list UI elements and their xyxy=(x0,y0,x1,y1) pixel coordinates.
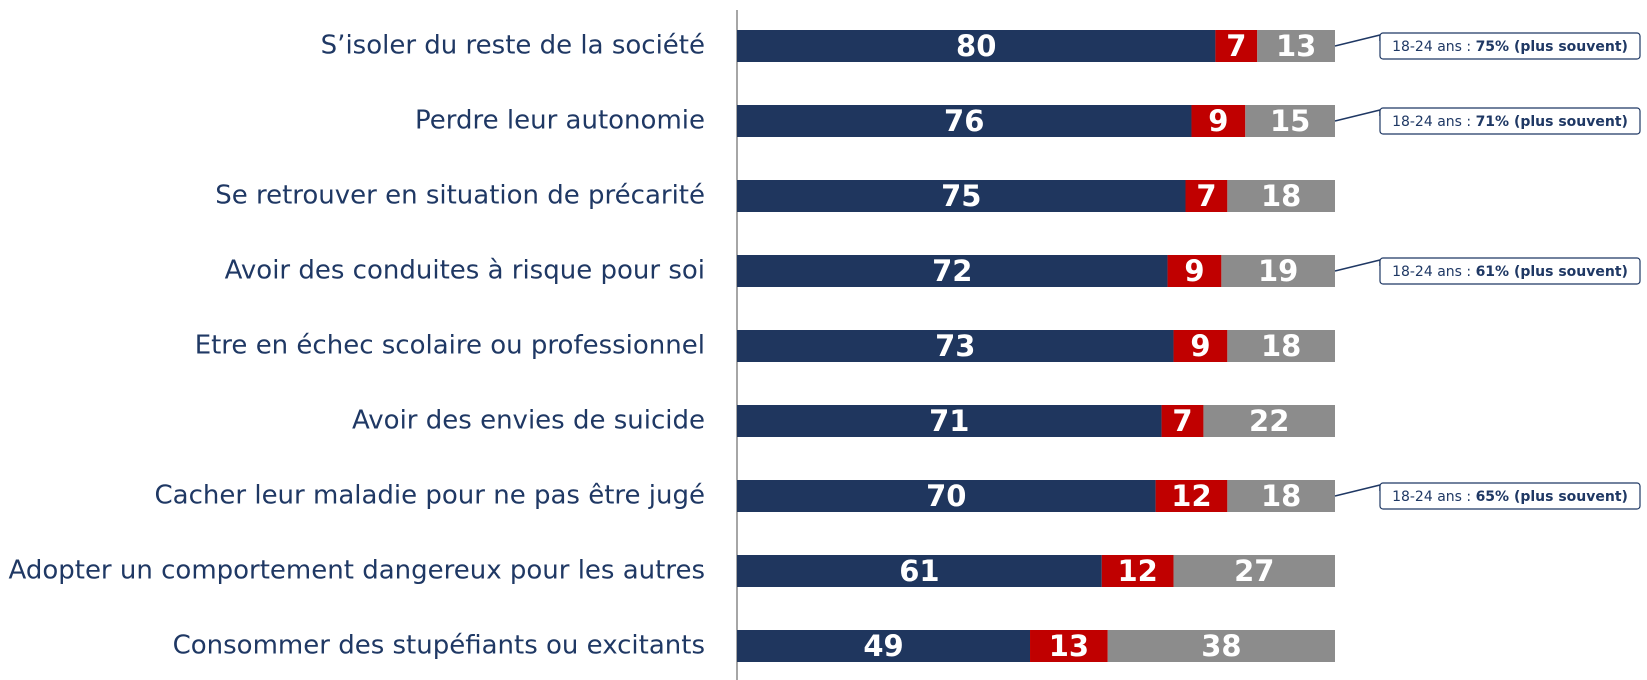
data-label: 22 xyxy=(1249,404,1289,438)
bar-segment xyxy=(1191,105,1246,137)
data-label: 18 xyxy=(1261,179,1301,213)
bar-segment xyxy=(737,180,1186,212)
data-label: 75 xyxy=(941,179,981,213)
bar-segment xyxy=(737,30,1216,62)
callout-prefix: 18-24 ans : xyxy=(1392,489,1476,505)
bar-segment xyxy=(737,255,1168,287)
bar-segment xyxy=(737,330,1174,362)
category-label: Cacher leur maladie pour ne pas être jug… xyxy=(155,481,705,511)
data-label: 7 xyxy=(1226,29,1246,63)
data-label: 61 xyxy=(899,554,939,588)
bar-segment xyxy=(1245,105,1335,137)
callout-pointer xyxy=(1334,484,1381,497)
bar-segment xyxy=(1185,180,1228,212)
bar-segment xyxy=(1257,30,1335,62)
bar-segment xyxy=(1030,630,1108,662)
bar-segment xyxy=(737,105,1192,137)
bar-segment xyxy=(1227,480,1335,512)
callout-text: 18-24 ans : 65% (plus souvent) xyxy=(1392,489,1628,505)
category-label: Adopter un comportement dangereux pour l… xyxy=(9,556,706,586)
data-label: 71 xyxy=(929,404,969,438)
data-label: 7 xyxy=(1172,404,1192,438)
callout-pointer xyxy=(1334,34,1381,47)
category-label: Consommer des stupéfiants ou excitants xyxy=(173,631,705,661)
data-label: 72 xyxy=(932,254,972,288)
data-label: 49 xyxy=(863,629,903,663)
data-label: 7 xyxy=(1196,179,1216,213)
bar-segment xyxy=(1167,255,1222,287)
callout-prefix: 18-24 ans : xyxy=(1392,114,1476,130)
bar-segment xyxy=(1107,630,1335,662)
callout-prefix: 18-24 ans : xyxy=(1392,264,1476,280)
callout-emphasis: 75% (plus souvent) xyxy=(1476,39,1628,55)
category-label: Etre en échec scolaire ou professionnel xyxy=(195,331,705,361)
bar-segment xyxy=(1155,480,1228,512)
data-label: 12 xyxy=(1171,479,1211,513)
callout-text: 18-24 ans : 71% (plus souvent) xyxy=(1392,114,1628,130)
data-label: 12 xyxy=(1117,554,1157,588)
bar-segment xyxy=(737,630,1031,662)
data-label: 80 xyxy=(956,29,996,63)
bar-segment xyxy=(737,555,1102,587)
data-label: 15 xyxy=(1270,104,1310,138)
bar-segment xyxy=(737,405,1162,437)
callout-text: 18-24 ans : 75% (plus souvent) xyxy=(1392,39,1628,55)
bar-segment xyxy=(1227,180,1335,212)
data-label: 18 xyxy=(1261,329,1301,363)
callout-emphasis: 71% (plus souvent) xyxy=(1476,114,1628,130)
data-label: 13 xyxy=(1276,29,1316,63)
data-label: 19 xyxy=(1258,254,1298,288)
bar-segment xyxy=(1227,330,1335,362)
callout-box xyxy=(1379,107,1641,135)
callout-pointer xyxy=(1334,109,1381,122)
data-label: 73 xyxy=(935,329,975,363)
bar-segment xyxy=(1161,405,1204,437)
category-label: S’isoler du reste de la société xyxy=(321,31,705,61)
data-label: 9 xyxy=(1190,329,1210,363)
callout-box xyxy=(1379,32,1641,60)
data-label: 13 xyxy=(1049,629,1089,663)
data-label: 70 xyxy=(926,479,966,513)
data-label: 9 xyxy=(1184,254,1204,288)
callout-box xyxy=(1379,257,1641,285)
category-label: Avoir des envies de suicide xyxy=(352,406,705,436)
data-label: 38 xyxy=(1201,629,1241,663)
data-label: 27 xyxy=(1234,554,1274,588)
callout-emphasis: 61% (plus souvent) xyxy=(1476,264,1628,280)
data-label: 9 xyxy=(1208,104,1228,138)
callout-pointer xyxy=(1334,259,1381,272)
category-label: Se retrouver en situation de précarité xyxy=(215,181,705,211)
callout-emphasis: 65% (plus souvent) xyxy=(1476,489,1628,505)
bar-segment xyxy=(1221,255,1335,287)
bar-segment xyxy=(1101,555,1174,587)
bar-segment xyxy=(737,480,1156,512)
callout-prefix: 18-24 ans : xyxy=(1392,39,1476,55)
category-label: Avoir des conduites à risque pour soi xyxy=(225,256,705,286)
bar-segment xyxy=(1203,405,1335,437)
callout-box xyxy=(1379,482,1641,510)
bar-segment xyxy=(1215,30,1258,62)
data-label: 18 xyxy=(1261,479,1301,513)
callout-text: 18-24 ans : 61% (plus souvent) xyxy=(1392,264,1628,280)
bar-segment xyxy=(1173,330,1228,362)
data-label: 76 xyxy=(944,104,984,138)
bar-segment xyxy=(1173,555,1335,587)
category-label: Perdre leur autonomie xyxy=(415,106,705,136)
